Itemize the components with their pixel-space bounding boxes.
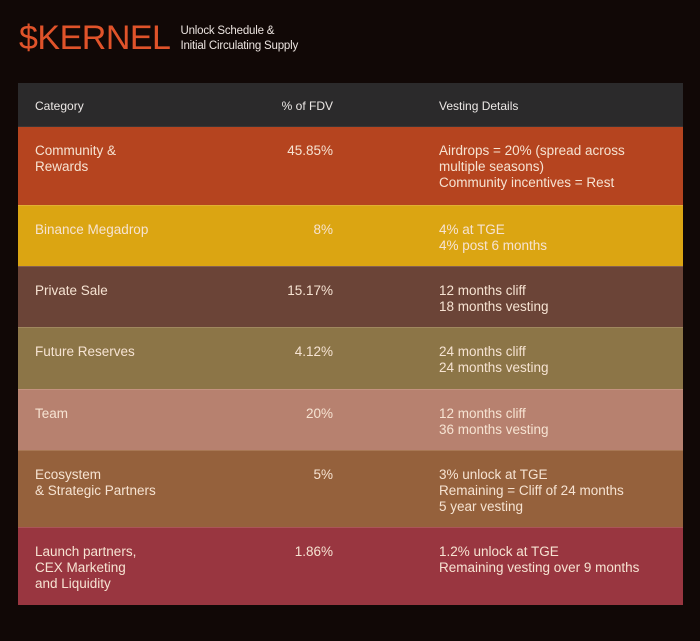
table-row: Future Reserves 4.12% 24 months cliff 24 mo… bbox=[18, 327, 683, 389]
vesting-details-cell: 12 months cliff 36 months vesting bbox=[439, 406, 679, 438]
vesting-details-cell: Airdrops = 20% (spread across multiple se… bbox=[439, 143, 679, 191]
category-cell: Launch partners, CEX Marketing and Liquidi… bbox=[35, 544, 255, 592]
vesting-details-cell-line: 1.2% unlock at TGE bbox=[439, 544, 559, 559]
category-cell-line: & Strategic Partners bbox=[35, 483, 156, 498]
vesting-details-cell-line: 12 months cliff bbox=[439, 283, 526, 298]
vesting-details-cell-line: 36 months vesting bbox=[439, 422, 549, 437]
category-cell-line: CEX Marketing bbox=[35, 560, 126, 575]
category-cell: Future Reserves bbox=[35, 344, 255, 360]
table-row: Community & Rewards 45.85% Airdrops = 20% (… bbox=[18, 127, 683, 205]
category-cell-line: Binance Megadrop bbox=[35, 222, 149, 237]
unlock-schedule-table: Category % of FDV Vesting Details Commun… bbox=[18, 83, 683, 605]
table-row: Ecosystem & Strategic Partners 5% 3% unlock… bbox=[18, 450, 683, 527]
vesting-details-cell-line: 5 year vesting bbox=[439, 499, 524, 514]
vesting-details-cell: 24 months cliff 24 months vesting bbox=[439, 344, 679, 376]
vesting-details-cell-line: Airdrops = 20% (spread across bbox=[439, 143, 625, 158]
vesting-details-cell: 1.2% unlock at TGE Remaining vesting over… bbox=[439, 544, 679, 576]
fdv-percent-cell: 45.85% bbox=[287, 143, 333, 158]
fdv-percent-cell: 5% bbox=[313, 467, 333, 482]
vesting-details-cell-line: Remaining = Cliff of 24 months bbox=[439, 483, 624, 498]
column-header-fdv: % of FDV bbox=[281, 99, 333, 113]
column-header-category: Category bbox=[35, 99, 84, 113]
category-cell-line: and Liquidity bbox=[35, 576, 111, 591]
category-cell-line: Community & bbox=[35, 143, 117, 158]
vesting-details-cell-line: Remaining vesting over 9 months bbox=[439, 560, 640, 575]
vesting-details-cell: 3% unlock at TGE Remaining = Cliff of 24 … bbox=[439, 467, 679, 515]
vesting-details-cell-line: 4% at TGE bbox=[439, 222, 505, 237]
category-cell-line: Private Sale bbox=[35, 283, 108, 298]
vesting-details-cell-line: 18 months vesting bbox=[439, 299, 549, 314]
subtitle-line-2: Initial Circulating Supply bbox=[180, 40, 298, 52]
table-row: Private Sale 15.17% 12 months cliff 18 mont… bbox=[18, 266, 683, 327]
category-cell: Team bbox=[35, 406, 255, 422]
category-cell: Binance Megadrop bbox=[35, 222, 255, 238]
category-cell-line: Ecosystem bbox=[35, 467, 102, 482]
fdv-percent-cell: 20% bbox=[305, 406, 333, 421]
table-header-row: Category % of FDV Vesting Details bbox=[18, 83, 683, 127]
header: $KERNEL Unlock Schedule & Initial Circul… bbox=[19, 18, 298, 58]
category-cell-line: Launch partners, bbox=[35, 544, 137, 559]
column-header-vesting: Vesting Details bbox=[439, 99, 519, 113]
vesting-details-cell-line: 24 months vesting bbox=[439, 360, 549, 375]
vesting-details-cell-line: 3% unlock at TGE bbox=[439, 467, 548, 482]
category-cell: Community & Rewards bbox=[35, 143, 255, 175]
vesting-details-cell-line: 24 months cliff bbox=[439, 344, 526, 359]
fdv-percent-cell: 4.12% bbox=[294, 344, 333, 359]
category-cell-line: Rewards bbox=[35, 159, 89, 174]
category-cell-line: Future Reserves bbox=[35, 344, 135, 359]
subtitle: Unlock Schedule & Initial Circulating Su… bbox=[180, 24, 298, 54]
table-row: Team 20% 12 months cliff 36 months vesting bbox=[18, 389, 683, 450]
category-cell-line: Team bbox=[35, 406, 69, 421]
vesting-details-cell: 12 months cliff 18 months vesting bbox=[439, 283, 679, 315]
table-row: Binance Megadrop 8% 4% at TGE 4% post 6 mon… bbox=[18, 205, 683, 266]
table-body: Community & Rewards 45.85% Airdrops = 20% (… bbox=[18, 127, 683, 605]
vesting-details-cell-line: 4% post 6 months bbox=[439, 238, 548, 253]
vesting-details-cell-line: multiple seasons) bbox=[439, 159, 545, 174]
subtitle-line-1: Unlock Schedule & bbox=[180, 25, 275, 37]
fdv-percent-cell: 8% bbox=[313, 222, 333, 237]
category-cell: Ecosystem & Strategic Partners bbox=[35, 467, 255, 499]
fdv-percent-cell: 15.17% bbox=[287, 283, 333, 298]
table-row: Launch partners, CEX Marketing and Liquidi… bbox=[18, 527, 683, 605]
category-cell: Private Sale bbox=[35, 283, 255, 299]
kernel-logo: $KERNEL bbox=[19, 18, 171, 58]
vesting-details-cell-line: Community incentives = Rest bbox=[439, 175, 615, 190]
vesting-details-cell: 4% at TGE 4% post 6 months bbox=[439, 222, 679, 254]
fdv-percent-cell: 1.86% bbox=[294, 544, 333, 559]
vesting-details-cell-line: 12 months cliff bbox=[439, 406, 526, 421]
